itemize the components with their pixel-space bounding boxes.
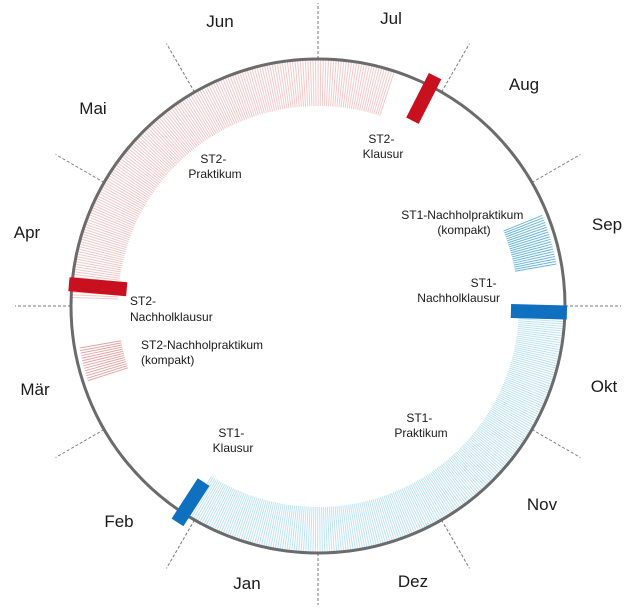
st2-praktikum-band-stripe <box>313 58 314 106</box>
st1-nachholklausur-marker <box>511 311 567 312</box>
st1-nachholpraktikum-label: ST1-Nachholpraktikum (kompakt) <box>401 208 526 237</box>
st2-praktikum-band-stripe <box>326 58 328 106</box>
st2-praktikum-band-stripe <box>308 58 310 106</box>
month-label-nov: Nov <box>527 495 558 514</box>
month-label-aug: Aug <box>509 75 539 94</box>
month-divider-10 <box>56 155 104 183</box>
event-labels: ST2- Klausur ST2- Praktikum ST2- Nachhol… <box>130 132 527 455</box>
month-divider-8 <box>56 430 104 458</box>
st1-praktikum-band-stripe <box>325 507 327 554</box>
st2-praktikum-band-stripe <box>310 58 311 106</box>
st1-nachholklausur-label: ST1- Nachholklausur <box>417 276 500 305</box>
st2-praktikum-band-stripe <box>337 59 342 107</box>
month-divider-2 <box>532 155 580 183</box>
st1-praktikum-band-stripe <box>231 494 247 538</box>
month-label-okt: Okt <box>591 377 618 396</box>
st1-praktikum-label: ST1- Praktikum <box>394 411 447 440</box>
st1-praktikum-band-stripe <box>308 507 310 554</box>
st2-praktikum-band-stripe <box>324 58 326 106</box>
month-divider-5 <box>442 520 470 568</box>
st1-klausur-label: ST1- Klausur <box>213 426 254 455</box>
st1-praktikum-band-stripe <box>296 506 300 553</box>
month-divider-4 <box>532 430 580 458</box>
st2-nachholklausur-label: ST2- Nachholklausur <box>130 294 213 324</box>
st2-praktikum-band-stripe <box>225 76 243 120</box>
st2-nachholklausur-marker <box>69 284 127 289</box>
st2-praktikum-band-stripe <box>70 297 118 299</box>
st2-praktikum-band-stripe <box>320 58 321 106</box>
month-label-dez: Dez <box>398 572 428 591</box>
month-label-jan: Jan <box>233 574 260 593</box>
st2-nachholpraktikum-band-stripe <box>87 366 127 379</box>
st2-nachholpraktikum-band <box>80 341 128 381</box>
st1-praktikum-band-stripe <box>311 507 312 554</box>
month-divider-1 <box>442 44 470 92</box>
month-label-feb: Feb <box>104 512 133 531</box>
st2-klausur-label: ST2- Klausur <box>363 132 404 161</box>
month-label-maer: Mär <box>20 380 50 399</box>
month-divider-7 <box>167 520 195 568</box>
month-label-jul: Jul <box>380 9 402 28</box>
st2-nachholpraktikum-label: ST2-Nachholpraktikum (kompakt) <box>141 338 266 367</box>
st1-praktikum-band-stripe <box>322 507 323 554</box>
st1-praktikum-band-stripe <box>324 507 325 554</box>
st1-nachholpraktikum-band <box>503 215 556 271</box>
month-label-mai: Mai <box>79 99 106 118</box>
st2-praktikum-band-stripe <box>295 59 299 107</box>
month-divider-11 <box>167 44 195 92</box>
st1-praktikum-band-stripe <box>313 507 314 554</box>
st2-praktikum-band-stripe <box>322 58 323 106</box>
st2-praktikum-band-stripe <box>89 212 133 230</box>
st2-praktikum-band-stripe <box>70 295 118 297</box>
st1-praktikum-band-stripe <box>388 495 404 539</box>
month-label-jun: Jun <box>206 12 233 31</box>
st1-praktikum-band-stripe <box>315 507 316 554</box>
st2-praktikum-label: ST2- Praktikum <box>188 152 241 181</box>
month-label-apr: Apr <box>14 223 41 242</box>
month-label-sep: Sep <box>592 215 622 234</box>
